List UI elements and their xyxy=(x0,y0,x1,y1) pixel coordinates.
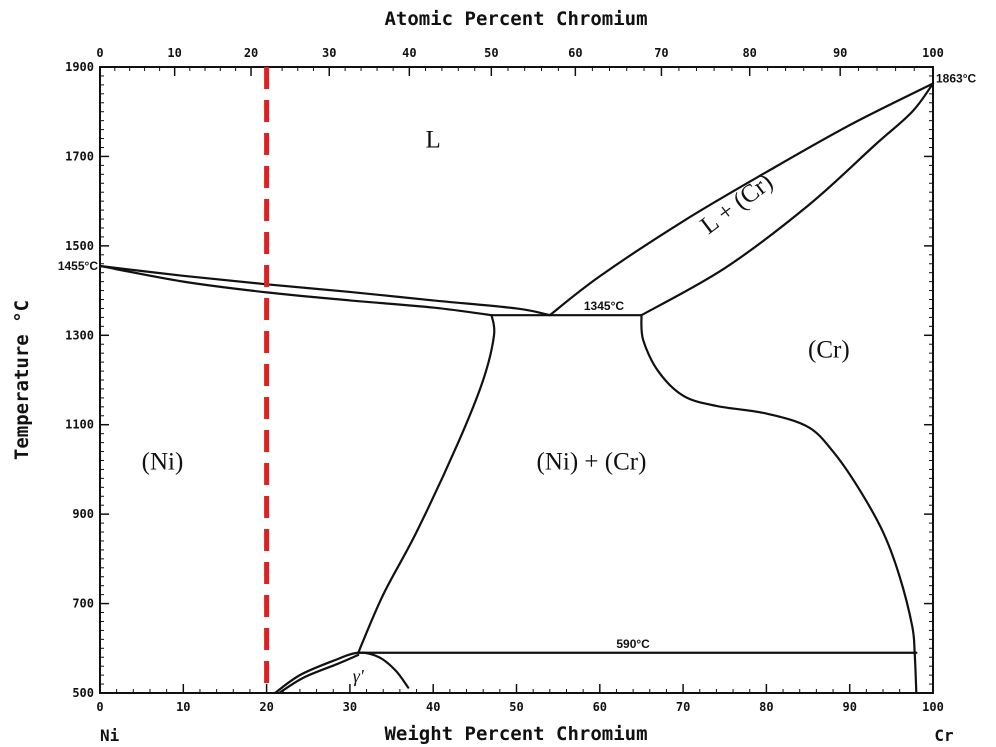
top-tick-label: 30 xyxy=(322,46,336,60)
y-axis-title: Temperature °C xyxy=(11,300,33,460)
phase-boundaries xyxy=(98,82,935,695)
top-axis-title: Atomic Percent Chromium xyxy=(384,8,647,30)
top-tick-label: 50 xyxy=(484,46,498,60)
top-tick-label: 60 xyxy=(568,46,582,60)
y-tick-label: 1700 xyxy=(65,149,94,163)
top-tick-label: 70 xyxy=(654,46,668,60)
y-tick-label: 900 xyxy=(72,507,94,521)
plot-frame xyxy=(99,66,934,694)
top-tick-label: 100 xyxy=(922,46,944,60)
x-tick-label: 60 xyxy=(593,700,607,714)
y-tick-label: 500 xyxy=(72,686,94,700)
x-axis-title: Weight Percent Chromium xyxy=(384,723,647,745)
y-tick-label: 1900 xyxy=(65,60,94,74)
y-tick-label: 1100 xyxy=(65,418,94,432)
x-tick-label: 70 xyxy=(676,700,690,714)
y-tick-label: 1500 xyxy=(65,239,94,253)
top-tick-label: 0 xyxy=(96,46,103,60)
y-tick-label: 1300 xyxy=(65,328,94,342)
x-tick-label: 100 xyxy=(922,700,944,714)
chart-labels: L L + (Cr) (Cr) (Ni) (Ni) + (Cr) γ' 1455°C 1863… xyxy=(58,72,977,686)
x-tick-label: 80 xyxy=(759,700,773,714)
phase-label-liquid-plus-cr: L + (Cr) xyxy=(696,168,778,239)
x-tick-label: 90 xyxy=(842,700,856,714)
x-tick-label: 50 xyxy=(509,700,523,714)
curve-liquidus-cr xyxy=(548,82,935,317)
phase-label-gamma-prime: γ' xyxy=(353,666,365,686)
top-tick-label: 90 xyxy=(833,46,847,60)
x-tick-label: 30 xyxy=(343,700,357,714)
phase-label-ni-solid: (Ni) xyxy=(142,448,184,475)
left-endpoint-label: Ni xyxy=(100,726,120,745)
x-tick-label: 10 xyxy=(176,700,190,714)
x-tick-label: 0 xyxy=(96,700,103,714)
curve-liquidus-ni xyxy=(98,264,551,317)
top-tick-label: 20 xyxy=(244,46,258,60)
curve-gamma-prime-inner xyxy=(277,653,360,695)
y-tick-label: 700 xyxy=(72,597,94,611)
top-tick-label: 40 xyxy=(402,46,416,60)
top-tick-label: 80 xyxy=(742,46,756,60)
x-tick-label: 20 xyxy=(259,700,273,714)
curve-solidus-ni xyxy=(98,264,493,317)
phase-label-cr-solid: (Cr) xyxy=(808,337,850,364)
temperature-annotation: 1863°C xyxy=(936,72,976,86)
phase-label-two-phase: (Ni) + (Cr) xyxy=(537,448,647,475)
temperature-annotation: 590°C xyxy=(616,637,650,651)
x-tick-label: 40 xyxy=(426,700,440,714)
phase-label-liquid: L xyxy=(426,126,441,153)
curve-gamma-prime-dome xyxy=(273,651,410,695)
curve-solvus-cr xyxy=(640,314,918,695)
curve-solvus-ni xyxy=(357,314,496,654)
top-tick-label: 10 xyxy=(167,46,181,60)
temperature-annotation: 1455°C xyxy=(58,259,98,273)
curve-solidus-cr xyxy=(640,82,935,317)
temperature-annotation: 1345°C xyxy=(584,299,624,313)
right-endpoint-label: Cr xyxy=(934,726,953,745)
